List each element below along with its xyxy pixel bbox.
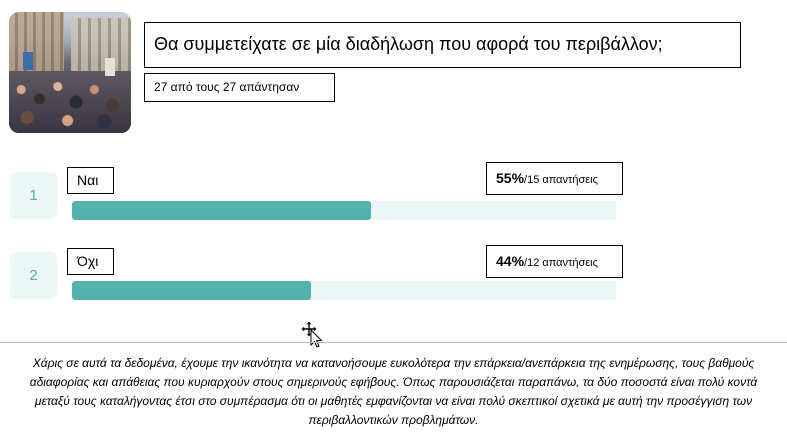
section-divider: [0, 342, 787, 343]
question-title: Θα συμμετείχατε σε μία διαδήλωση που αφο…: [144, 22, 741, 68]
option-bar-fill: [72, 201, 372, 220]
option-stat-box: 44%/12 απαντήσεις: [486, 245, 623, 278]
option-number-badge: 1: [10, 172, 57, 219]
move-cursor-icon: [301, 321, 323, 348]
responses-summary: 27 από τους 27 απάντησαν: [144, 73, 335, 102]
protest-crowd-image: [9, 12, 131, 133]
protest-sign: [23, 52, 33, 70]
option-label: Ναι: [67, 167, 114, 194]
option-count: /12 απαντήσεις: [524, 257, 598, 269]
option-percent: 44%: [496, 253, 525, 269]
building-left: [9, 12, 64, 82]
option-number-badge: 2: [10, 252, 57, 299]
option-bar-track: [72, 281, 616, 300]
option-bar-fill: [72, 281, 312, 300]
option-label: Όχι: [67, 248, 114, 275]
option-bar-track: [72, 201, 616, 220]
protest-sign: [105, 58, 115, 76]
crowd: [9, 71, 131, 133]
option-percent: 55%: [496, 170, 525, 186]
option-count: /15 απαντήσεις: [524, 174, 598, 186]
building-right: [71, 18, 131, 78]
option-stat-box: 55%/15 απαντήσεις: [486, 162, 623, 195]
conclusion-text: Χάρις σε αυτά τα δεδομένα, έχουμε την ικ…: [29, 356, 758, 427]
